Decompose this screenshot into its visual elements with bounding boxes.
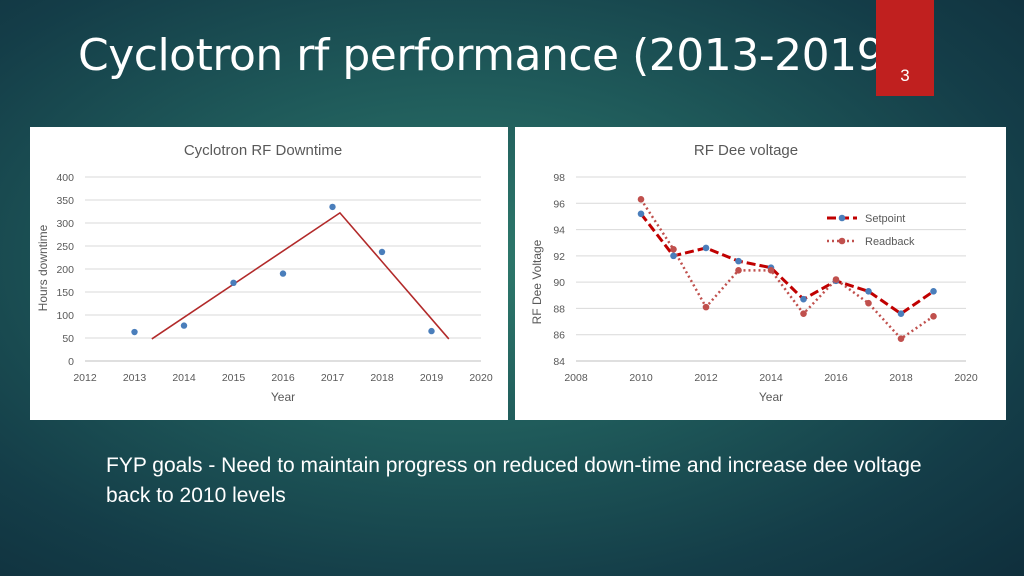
left-x-tick-label: 2016 <box>271 372 295 384</box>
left-x-tick-label: 2017 <box>321 372 345 384</box>
readback-point <box>767 267 775 274</box>
downtime-chart: Cyclotron RF Downtime 0 50 100 150 200 250 300… <box>36 142 493 404</box>
readback-point <box>637 196 645 203</box>
setpoint-point <box>800 295 807 303</box>
readback-point <box>670 245 677 253</box>
left-y-tick-label: 200 <box>56 264 74 276</box>
dee-voltage-chart: RF Dee voltage 84 86 88 90 92 94 96 98 2008 2010… <box>530 142 978 404</box>
downtime-point <box>230 279 237 286</box>
readback-point <box>865 299 872 307</box>
right-y-tick-label: 86 <box>553 330 565 342</box>
left-x-tick-label: 2013 <box>123 372 147 384</box>
downtime-point <box>329 203 336 211</box>
right-y-tick-label: 98 <box>553 172 565 184</box>
right-x-tick-label: 2008 <box>564 372 588 384</box>
right-y-tick-label: 90 <box>553 277 565 289</box>
downtime-chart-panel: Cyclotron RF Downtime 0 50 100 150 200 250 300… <box>30 127 508 420</box>
footer-goals-text: FYP goals - Need to maintain progress on… <box>106 454 922 507</box>
setpoint-series-line <box>639 212 935 316</box>
left-x-tick-label: 2015 <box>222 372 246 384</box>
readback-point <box>897 335 905 342</box>
readback-point <box>832 276 840 283</box>
left-x-tick-label: 2014 <box>172 372 196 384</box>
setpoint-point <box>865 288 872 295</box>
downtime-point <box>279 270 287 277</box>
right-y-tick-label: 94 <box>553 225 565 237</box>
left-y-tick-label: 350 <box>56 195 74 207</box>
right-x-tick-label: 2020 <box>954 372 978 384</box>
left-y-tick-label: 150 <box>56 287 74 299</box>
right-y-tick-label: 84 <box>553 356 565 368</box>
setpoint-point <box>670 252 677 260</box>
readback-point <box>702 303 710 311</box>
setpoint-point <box>897 310 905 317</box>
left-x-tick-label: 2019 <box>420 372 444 384</box>
setpoint-point <box>930 288 937 295</box>
right-x-tick-label: 2014 <box>759 372 783 384</box>
legend-setpoint-label: Setpoint <box>865 213 905 225</box>
downtime-chart-title: Cyclotron RF Downtime <box>184 142 342 159</box>
page-number: 3 <box>900 66 910 85</box>
readback-point <box>800 310 807 317</box>
setpoint-point <box>735 257 742 265</box>
dee-voltage-chart-panel: RF Dee voltage 84 86 88 90 92 94 96 98 2008 2010… <box>515 127 1006 420</box>
left-x-tick-label: 2020 <box>469 372 493 384</box>
setpoint-point <box>637 210 645 218</box>
left-y-tick-label: 400 <box>56 172 74 184</box>
right-x-tick-label: 2016 <box>824 372 848 384</box>
downtime-y-axis-label: Hours downtime <box>36 224 50 311</box>
right-x-tick-label: 2018 <box>889 372 913 384</box>
left-y-tick-label: 100 <box>56 310 74 322</box>
downtime-point <box>180 322 188 329</box>
downtime-x-axis-label: Year <box>271 390 295 404</box>
left-y-tick-label: 300 <box>56 218 74 230</box>
left-y-tick-label: 0 <box>68 356 74 368</box>
setpoint-point <box>702 244 710 252</box>
right-y-tick-label: 88 <box>553 303 565 315</box>
left-y-tick-label: 250 <box>56 241 74 253</box>
right-y-tick-label: 92 <box>553 251 565 263</box>
right-y-tick-label: 96 <box>553 198 565 210</box>
slide-title: Cyclotron rf performance (2013-2019) <box>78 30 901 81</box>
downtime-point <box>428 327 435 335</box>
downtime-trend-line <box>151 211 450 340</box>
dee-voltage-x-axis-label: Year <box>759 390 783 404</box>
readback-point <box>930 313 937 320</box>
readback-point <box>735 267 742 274</box>
left-y-tick-label: 50 <box>62 333 74 345</box>
legend-readback-label: Readback <box>865 236 915 248</box>
dee-voltage-y-axis-label: RF Dee Voltage <box>530 239 544 324</box>
downtime-point <box>131 328 138 336</box>
left-x-tick-label: 2012 <box>73 372 97 384</box>
right-x-tick-label: 2012 <box>694 372 718 384</box>
page-number-tab: 3 <box>876 0 934 96</box>
dee-voltage-legend: Setpoint Readback <box>827 213 915 248</box>
left-x-tick-label: 2018 <box>370 372 394 384</box>
right-x-tick-label: 2010 <box>629 372 653 384</box>
downtime-point <box>378 248 386 256</box>
dee-voltage-chart-title: RF Dee voltage <box>694 142 798 159</box>
